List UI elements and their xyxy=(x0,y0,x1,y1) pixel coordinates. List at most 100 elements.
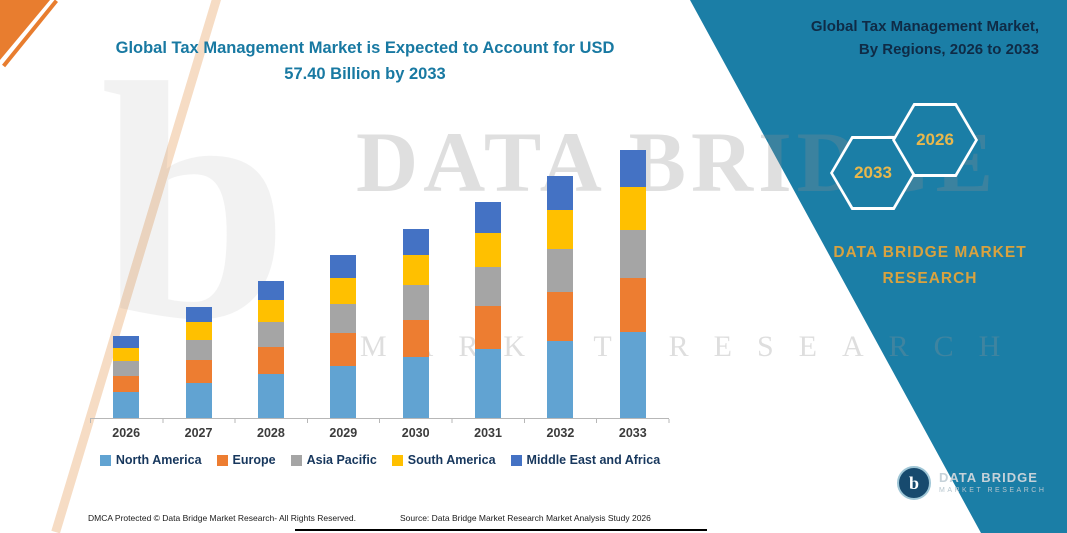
stacked-bar-2031 xyxy=(475,202,502,418)
brand-line1: DATA BRIDGE MARKET xyxy=(833,244,1027,261)
bar-slot xyxy=(380,148,452,418)
legend-label: Middle East and Africa xyxy=(526,453,661,467)
bar-segment-south-america xyxy=(330,277,357,304)
bar-segment-middle-east-and-africa xyxy=(619,149,646,188)
x-axis-ticks xyxy=(90,419,670,423)
legend-swatch-middle-east-and-africa xyxy=(510,454,522,466)
bar-segment-asia-pacific xyxy=(330,303,357,334)
bar-slot xyxy=(162,148,234,418)
bar-segment-south-america xyxy=(185,322,212,341)
stacked-bar-2028 xyxy=(257,280,284,418)
bar-segment-asia-pacific xyxy=(402,285,429,320)
dbmr-logo-icon: b xyxy=(897,466,931,500)
bottom-rule xyxy=(295,529,707,531)
xlabels-row: 2026 2027 2028 2029 2030 2031 2032 2033 xyxy=(90,426,669,440)
bar-segment-europe xyxy=(185,360,212,383)
stacked-bar-2027 xyxy=(185,306,212,418)
legend-item-south-america: South America xyxy=(391,453,496,467)
bar-segment-north-america xyxy=(547,340,574,418)
dbmr-logo-text: DATA BRIDGE MARKET RESEARCH xyxy=(939,470,1046,495)
bar-segment-asia-pacific xyxy=(547,248,574,292)
x-axis-label: 2033 xyxy=(618,426,647,440)
stacked-bar-2029 xyxy=(330,254,357,418)
bar-segment-north-america xyxy=(619,332,646,418)
bar-segment-asia-pacific xyxy=(185,340,212,361)
dbmr-logo-subtitle: MARKET RESEARCH xyxy=(939,486,1047,494)
bar-segment-europe xyxy=(619,278,646,333)
bar-segment-middle-east-and-africa xyxy=(185,306,212,323)
bar-segment-asia-pacific xyxy=(113,360,140,376)
legend-label: Europe xyxy=(232,453,276,467)
legend-label: North America xyxy=(115,453,202,467)
brand-text: DATA BRIDGE MARKET RESEARCH xyxy=(797,240,1063,293)
legend-item-europe: Europe xyxy=(216,453,276,467)
bar-slot xyxy=(307,148,379,418)
bar-slot xyxy=(235,148,307,418)
legend-item-north-america: North America xyxy=(99,453,202,467)
panel-title: Global Tax Management Market, By Regions… xyxy=(739,15,1039,62)
stacked-bar-2033 xyxy=(619,149,646,418)
bar-segment-north-america xyxy=(330,365,357,418)
x-axis-label: 2027 xyxy=(184,426,213,440)
bar-segment-middle-east-and-africa xyxy=(330,254,357,278)
bar-segment-south-america xyxy=(257,300,284,322)
legend-label: Asia Pacific xyxy=(306,453,377,467)
bar-slot xyxy=(597,148,669,418)
dbmr-logo-name: DATA BRIDGE xyxy=(939,470,1038,486)
bar-segment-middle-east-and-africa xyxy=(257,280,284,301)
bar-segment-europe xyxy=(547,291,574,341)
legend-label: South America xyxy=(407,453,496,467)
stacked-bar-2026 xyxy=(113,335,140,418)
stacked-bar-2030 xyxy=(402,228,429,418)
bar-segment-north-america xyxy=(113,391,140,418)
bar-segment-asia-pacific xyxy=(619,230,646,279)
legend-swatch-europe xyxy=(216,454,228,466)
bar-segment-europe xyxy=(330,333,357,366)
legend-swatch-north-america xyxy=(99,454,111,466)
bar-slot xyxy=(524,148,596,418)
bar-segment-middle-east-and-africa xyxy=(113,335,140,348)
bar-segment-europe xyxy=(257,346,284,375)
bar-segment-europe xyxy=(402,319,429,358)
bar-slot xyxy=(90,148,162,418)
bar-segment-middle-east-and-africa xyxy=(547,176,574,210)
bar-segment-south-america xyxy=(619,187,646,231)
footer-dmca-text: DMCA Protected © Data Bridge Market Rese… xyxy=(88,513,356,523)
bar-segment-middle-east-and-africa xyxy=(402,228,429,256)
brand-line2: RESEARCH xyxy=(882,270,978,288)
footer-source-text: Source: Data Bridge Market Research Mark… xyxy=(400,513,651,523)
bar-segment-south-america xyxy=(547,209,574,249)
teal-panel-content: Global Tax Management Market, By Regions… xyxy=(687,0,1067,533)
bar-segment-north-america xyxy=(475,348,502,418)
orange-corner-triangle xyxy=(0,0,50,60)
panel-title-line2: By Regions, 2026 to 2033 xyxy=(858,41,1039,59)
bar-segment-south-america xyxy=(402,255,429,286)
bar-segment-asia-pacific xyxy=(257,321,284,347)
legend-item-middle-east-and-africa: Middle East and Africa xyxy=(510,453,661,467)
bar-segment-asia-pacific xyxy=(475,267,502,306)
bar-segment-europe xyxy=(113,375,140,392)
bar-segment-north-america xyxy=(402,357,429,418)
x-axis-label: 2028 xyxy=(257,426,285,440)
bar-slot xyxy=(452,148,524,418)
bar-segment-europe xyxy=(475,305,502,349)
x-axis-label: 2031 xyxy=(474,426,502,440)
bars-row xyxy=(90,148,669,418)
bar-segment-north-america xyxy=(257,374,284,418)
panel-title-line1: Global Tax Management Market, xyxy=(810,18,1039,35)
bar-segment-middle-east-and-africa xyxy=(475,202,502,233)
chart-title: Global Tax Management Market is Expected… xyxy=(115,39,615,83)
bar-segment-south-america xyxy=(475,232,502,268)
stacked-bar-2032 xyxy=(547,176,574,418)
x-axis-label: 2026 xyxy=(112,426,141,440)
legend-swatch-asia-pacific xyxy=(290,454,302,466)
legend-item-asia-pacific: Asia Pacific xyxy=(290,453,377,467)
bar-segment-north-america xyxy=(185,382,212,418)
x-axis-label: 2030 xyxy=(401,426,430,440)
hexagon-2026-label: 2026 xyxy=(895,106,975,174)
x-axis-label: 2029 xyxy=(329,426,358,440)
bar-segment-south-america xyxy=(113,347,140,361)
legend-swatch-south-america xyxy=(391,454,403,466)
dbmr-logo: b DATA BRIDGE MARKET RESEARCH xyxy=(897,466,1046,500)
